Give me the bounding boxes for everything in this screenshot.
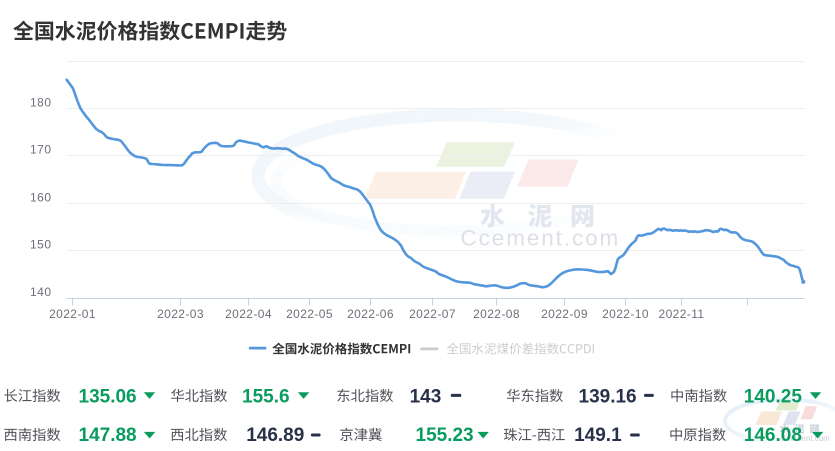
svg-text:Ccement.com: Ccement.com xyxy=(781,434,831,443)
svg-text:170: 170 xyxy=(30,143,52,157)
svg-text:135.06: 135.06 xyxy=(79,386,137,407)
svg-text:2022-07: 2022-07 xyxy=(409,307,456,321)
svg-text:140.25: 140.25 xyxy=(744,386,803,407)
svg-text:149.1: 149.1 xyxy=(574,425,622,446)
svg-text:147.88: 147.88 xyxy=(79,425,137,446)
svg-text:140: 140 xyxy=(30,285,52,299)
svg-text:2022-06: 2022-06 xyxy=(347,307,394,321)
svg-text:2022-08: 2022-08 xyxy=(473,307,520,321)
svg-text:150: 150 xyxy=(30,238,52,252)
svg-text:2022-10: 2022-10 xyxy=(602,307,649,321)
svg-text:139.16: 139.16 xyxy=(579,386,637,407)
svg-text:Ccement.com: Ccement.com xyxy=(461,225,621,250)
svg-text:2022-01: 2022-01 xyxy=(49,307,96,321)
svg-text:155.23: 155.23 xyxy=(416,425,474,446)
svg-text:146.08: 146.08 xyxy=(744,425,802,446)
svg-text:143: 143 xyxy=(410,386,442,407)
svg-text:155.6: 155.6 xyxy=(242,386,290,407)
svg-text:2022-05: 2022-05 xyxy=(286,307,333,321)
svg-text:2022-04: 2022-04 xyxy=(225,307,272,321)
svg-text:2022-03: 2022-03 xyxy=(157,307,204,321)
svg-text:146.89: 146.89 xyxy=(246,425,304,446)
svg-text:160: 160 xyxy=(30,190,52,204)
svg-text:2022-09: 2022-09 xyxy=(541,307,588,321)
svg-text:180: 180 xyxy=(30,96,52,110)
svg-text:2022-11: 2022-11 xyxy=(659,307,705,321)
